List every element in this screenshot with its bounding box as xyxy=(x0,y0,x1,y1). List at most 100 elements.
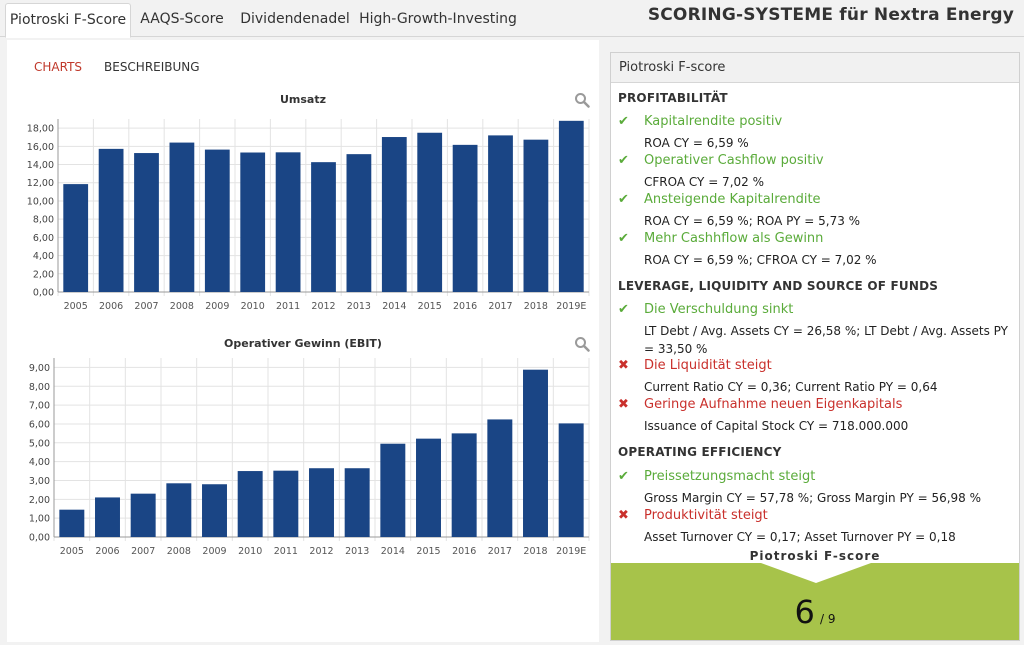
x-tick-label: 2008 xyxy=(170,301,194,312)
y-tick-label: 2,00 xyxy=(33,269,54,280)
x-tick-label: 2005 xyxy=(64,301,88,312)
bar xyxy=(311,162,336,292)
bar xyxy=(275,152,301,292)
x-tick-label: 2019E xyxy=(556,301,586,312)
bar xyxy=(59,509,85,537)
bar xyxy=(452,144,478,292)
criterion-detail: ROA CY = 6,59 %; ROA PY = 5,73 % xyxy=(644,214,861,228)
criterion-title: Preissetzungsmacht steigt xyxy=(644,469,816,484)
x-tick-label: 2015 xyxy=(418,301,442,312)
x-tick-label: 2015 xyxy=(416,546,440,557)
score-max: / 9 xyxy=(819,612,836,626)
criterion-detail: Gross Margin CY = 57,78 %; Gross Margin … xyxy=(644,491,982,505)
bar xyxy=(523,139,549,292)
piotroski-score-panel: Piotroski F-score PROFITABILITÄT ✔ Kapit… xyxy=(610,52,1020,641)
y-tick-label: 4,00 xyxy=(29,457,50,468)
y-tick-label: 8,00 xyxy=(29,382,50,393)
tab-aaqs[interactable]: AAQS-Score xyxy=(140,11,224,27)
magnifier-icon[interactable] xyxy=(574,92,590,108)
bar xyxy=(451,433,477,537)
y-tick-label: 2,00 xyxy=(29,495,50,506)
subtab-charts[interactable]: CHARTS xyxy=(34,60,83,74)
x-tick-label: 2013 xyxy=(347,301,371,312)
x-tick-label: 2009 xyxy=(205,301,229,312)
bar xyxy=(63,184,89,292)
x-tick-label: 2018 xyxy=(524,301,548,312)
y-tick-label: 14,00 xyxy=(27,160,54,171)
umsatz-bar-chart: 0,00 2,00 4,00 6,00 8,00 10,00 12,00 14,00 16,00… xyxy=(27,119,590,312)
bar xyxy=(130,493,156,537)
y-tick-label: 6,00 xyxy=(33,233,54,244)
y-tick-label: 9,00 xyxy=(29,363,50,374)
x-tick-label: 2018 xyxy=(523,546,547,557)
y-tick-label: 16,00 xyxy=(27,142,54,153)
bar xyxy=(166,483,192,537)
checkmark-icon: ✔ xyxy=(618,153,629,168)
bar xyxy=(416,438,441,537)
x-tick-label: 2006 xyxy=(99,301,123,312)
checkmark-icon: ✔ xyxy=(618,192,629,207)
y-tick-label: 5,00 xyxy=(29,438,50,449)
x-tick-label: 2010 xyxy=(241,301,265,312)
bar xyxy=(169,142,195,292)
cross-icon: ✖ xyxy=(618,508,629,523)
bar xyxy=(344,468,370,537)
bar xyxy=(134,153,159,292)
x-tick-label: 2012 xyxy=(309,546,333,557)
checkmark-icon: ✔ xyxy=(618,231,629,246)
y-tick-label: 7,00 xyxy=(29,401,50,412)
checkmark-icon: ✔ xyxy=(618,114,629,129)
score-value: 6 / 9 xyxy=(611,593,1019,631)
bar xyxy=(558,423,584,537)
bar xyxy=(202,484,227,537)
page-title: SCORING-SYSTEME für Nextra Energy xyxy=(647,5,1014,25)
x-tick-label: 2011 xyxy=(276,301,300,312)
chart-title-ebit: Operativer Gewinn (EBIT) xyxy=(224,337,382,350)
bar xyxy=(273,470,299,537)
bar xyxy=(204,149,230,292)
criterion-title: Geringe Aufnahme neuen Eigenkapitals xyxy=(644,397,903,412)
checkmark-icon: ✔ xyxy=(618,469,629,484)
y-tick-label: 8,00 xyxy=(33,215,54,226)
tab-high-growth[interactable]: High-Growth-Investing xyxy=(359,11,517,27)
y-tick-label: 10,00 xyxy=(27,196,54,207)
bar xyxy=(523,369,548,537)
bar xyxy=(98,148,124,292)
x-tick-label: 2006 xyxy=(95,546,119,557)
x-tick-label: 2010 xyxy=(238,546,262,557)
section-title-operating-efficiency: OPERATING EFFICIENCY xyxy=(618,445,782,459)
score-number: 6 xyxy=(794,593,815,631)
bar xyxy=(380,443,406,537)
bar xyxy=(95,497,120,537)
x-tick-label: 2008 xyxy=(167,546,191,557)
x-tick-label: 2013 xyxy=(345,546,369,557)
x-tick-label: 2016 xyxy=(453,301,477,312)
criterion-detail: LT Debt / Avg. Assets CY = 26,58 %; LT D… xyxy=(644,324,1008,356)
tab-bar: Piotroski F-Score AAQS-Score Dividendena… xyxy=(0,0,1024,38)
x-tick-label: 2007 xyxy=(131,546,155,557)
y-tick-label: 12,00 xyxy=(27,178,54,189)
tab-piotroski[interactable]: Piotroski F-Score xyxy=(5,3,131,38)
criterion-title: Die Liquidität steigt xyxy=(644,358,772,373)
checkmark-icon: ✔ xyxy=(618,302,629,317)
criterion-title: Ansteigende Kapitalrendite xyxy=(644,192,821,207)
x-tick-label: 2016 xyxy=(452,546,476,557)
x-tick-label: 2014 xyxy=(382,301,406,312)
criterion-detail: Issuance of Capital Stock CY = 718.000.0… xyxy=(644,419,909,433)
bar xyxy=(346,154,372,292)
tab-dividendenadel[interactable]: Dividendenadel xyxy=(240,11,350,27)
score-label: Piotroski F-score xyxy=(749,549,881,563)
bar xyxy=(488,135,513,292)
subtab-beschreibung[interactable]: BESCHREIBUNG xyxy=(104,60,200,74)
criterion-detail: ROA CY = 6,59 %; CFROA CY = 7,02 % xyxy=(644,253,877,267)
criterion-detail: ROA CY = 6,59 % xyxy=(644,136,749,150)
bar xyxy=(558,120,584,293)
x-tick-label: 2017 xyxy=(488,301,512,312)
magnifier-icon[interactable] xyxy=(574,336,590,352)
y-tick-label: 4,00 xyxy=(33,251,54,262)
bar xyxy=(381,137,407,292)
x-tick-label: 2012 xyxy=(311,301,335,312)
score-background xyxy=(611,563,1019,640)
bar xyxy=(487,419,513,537)
y-tick-label: 1,00 xyxy=(29,514,50,525)
